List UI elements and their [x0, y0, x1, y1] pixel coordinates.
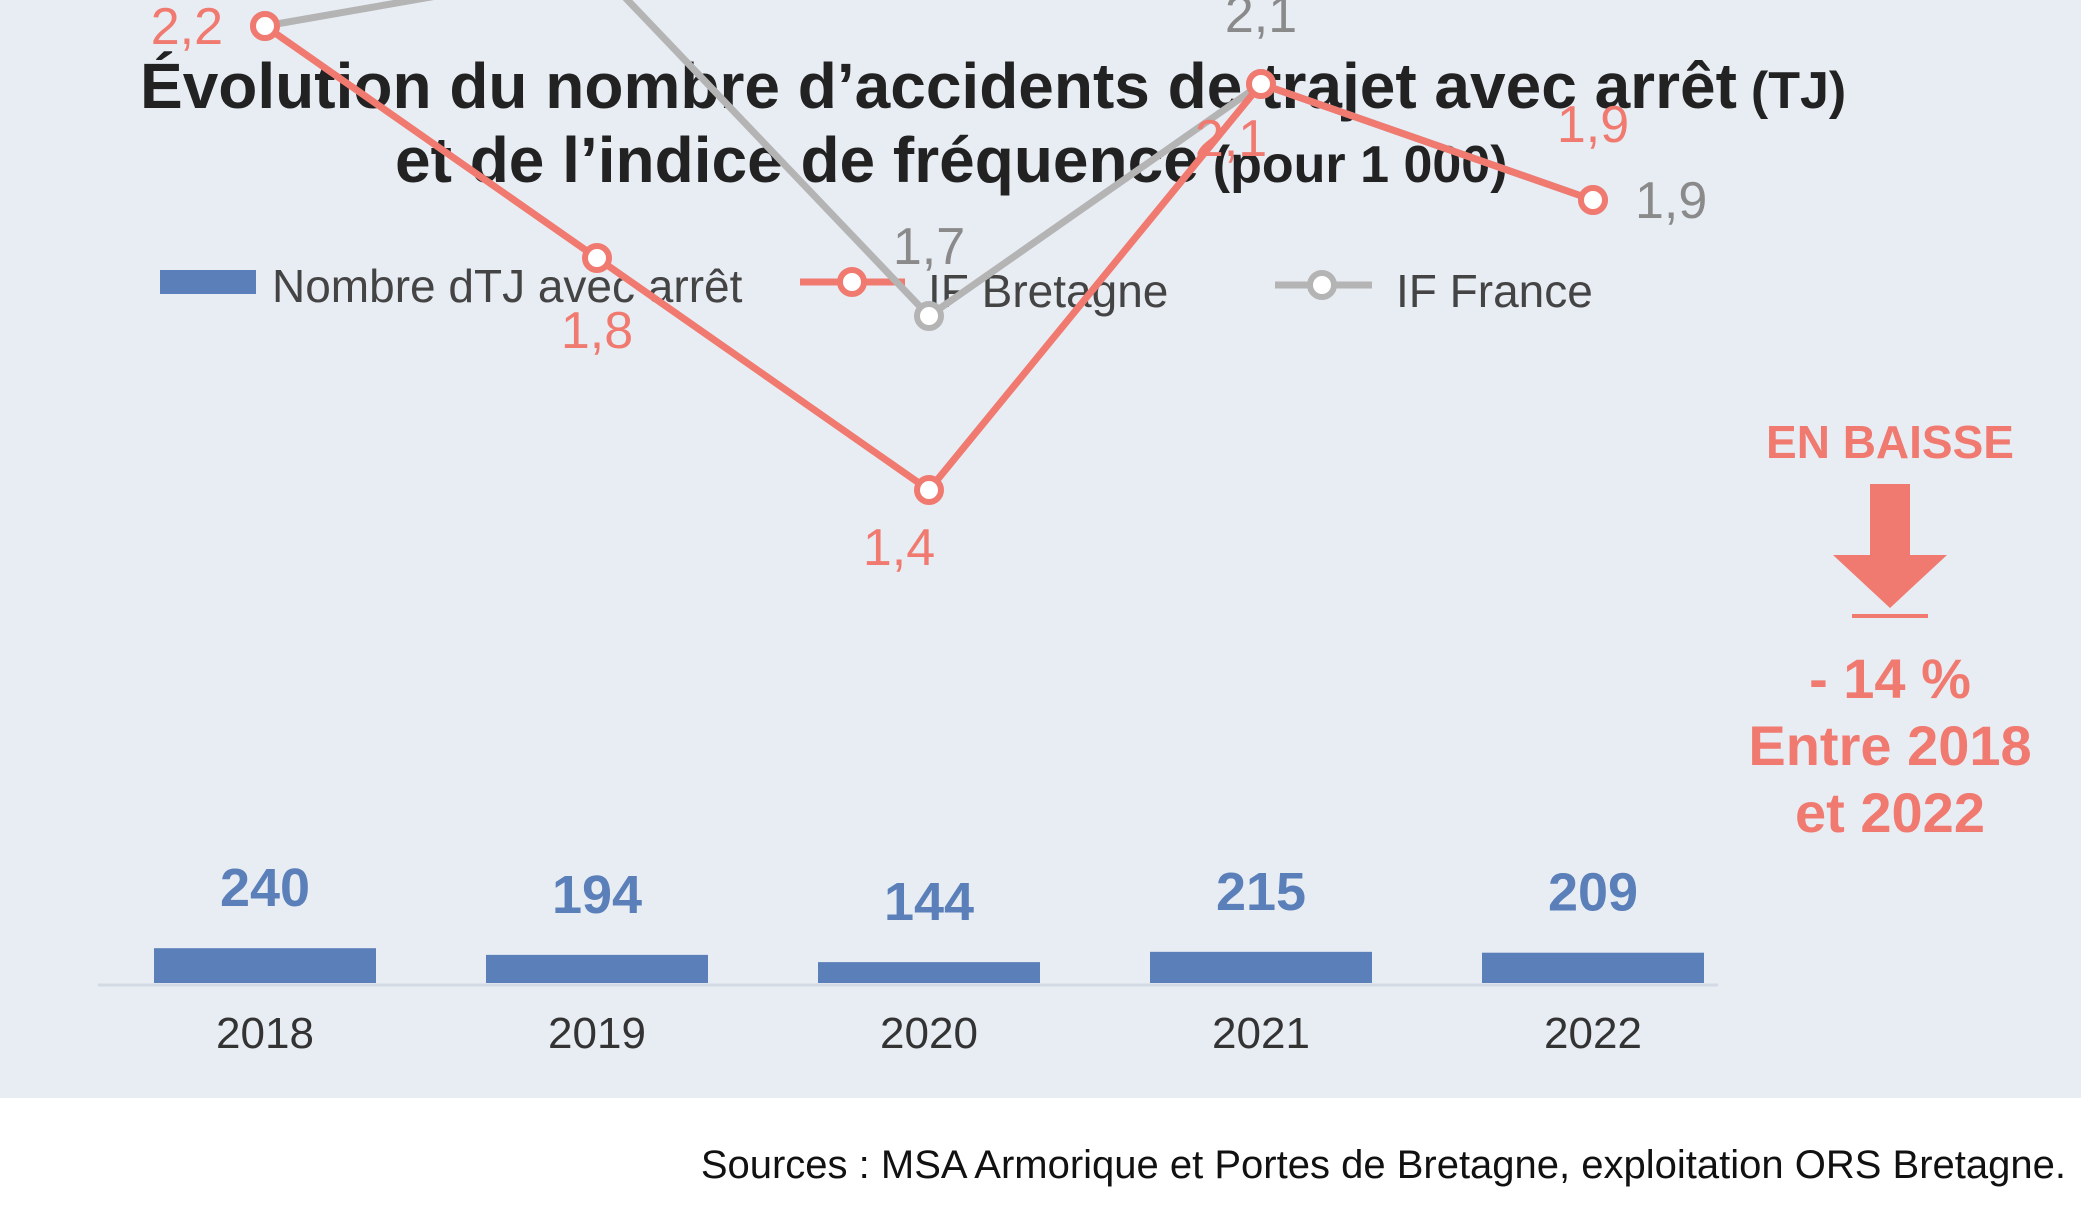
- x-tick-label-2018: 2018: [216, 1009, 314, 1058]
- legend-marker-if-bretagne: [837, 267, 867, 297]
- trend-period-line1: Entre 2018: [1748, 714, 2031, 777]
- bar-2020: [818, 962, 1040, 983]
- bar-value-label-2021: 215: [1216, 862, 1306, 922]
- chart-panel: [0, 0, 2081, 1098]
- legend-label-bars: Nombre dTJ avec arrêt: [272, 260, 743, 312]
- bar-2018: [154, 948, 376, 983]
- x-tick-label-2022: 2022: [1544, 1009, 1642, 1058]
- bar-value-label-2018: 240: [220, 858, 310, 918]
- if-france-label-2022: 1,9: [1635, 172, 1707, 230]
- bar-value-label-2019: 194: [552, 865, 642, 925]
- if-bretagne-label-2018: 2,2: [151, 0, 223, 56]
- x-tick-label-2019: 2019: [548, 1009, 646, 1058]
- legend-label-if-france: IF France: [1396, 265, 1593, 317]
- chart-title-line2: et de l’indice de fréquence (pour 1 000): [395, 124, 1508, 196]
- point-if-bretagne-2022: [1578, 185, 1608, 215]
- trend-value: - 14 %: [1809, 647, 1971, 710]
- source-note: Sources : MSA Armorique et Portes de Bre…: [701, 1143, 2066, 1187]
- if-bretagne-label-2021: 2,1: [1195, 110, 1267, 168]
- trend-label: EN BAISSE: [1766, 416, 2014, 468]
- if-france-label-2020: 1,7: [893, 218, 965, 276]
- if-france-label-2021: 2,1: [1225, 0, 1297, 44]
- if-bretagne-label-2019: 1,8: [561, 302, 633, 360]
- if-bretagne-label-2022: 1,9: [1557, 96, 1629, 154]
- line-series-if-bretagne: [250, 11, 1608, 505]
- bar-series: [154, 948, 1704, 983]
- x-axis-tick-labels: 2018 2019 2020 2021 2022: [216, 1009, 1642, 1058]
- legend-swatch-bars: [160, 270, 256, 294]
- point-if-bretagne-2018: [250, 11, 280, 41]
- bar-value-labels: 240 194 144 215 209: [220, 858, 1638, 932]
- bar-2021: [1150, 951, 1372, 983]
- trend-annotation: EN BAISSE - 14 % Entre 2018 et 2022: [1748, 416, 2031, 844]
- point-if-bretagne-2020: [914, 475, 944, 505]
- chart-title-line1: Évolution du nombre d’accidents de traje…: [140, 50, 1846, 122]
- bar-2019: [486, 954, 708, 983]
- x-tick-label-2020: 2020: [880, 1009, 978, 1058]
- x-tick-label-2021: 2021: [1212, 1009, 1310, 1058]
- if-bretagne-label-2020: 1,4: [863, 519, 935, 577]
- legend: Nombre dTJ avec arrêt IF Bretagne IF Franc…: [160, 260, 1593, 317]
- point-if-bretagne-2019: [582, 243, 612, 273]
- bar-2022: [1482, 952, 1704, 983]
- bar-value-label-2022: 209: [1548, 863, 1638, 923]
- line-point-labels: 2,22,31,72,11,92,21,81,42,11,9: [151, 0, 1708, 577]
- down-arrow-icon: [1833, 484, 1947, 608]
- bar-value-label-2020: 144: [884, 872, 974, 932]
- legend-marker-if-france: [1307, 270, 1337, 300]
- point-if-france-2020: [914, 301, 944, 331]
- point-if-bretagne-2021: [1246, 69, 1276, 99]
- trend-period-line2: et 2022: [1795, 781, 1985, 844]
